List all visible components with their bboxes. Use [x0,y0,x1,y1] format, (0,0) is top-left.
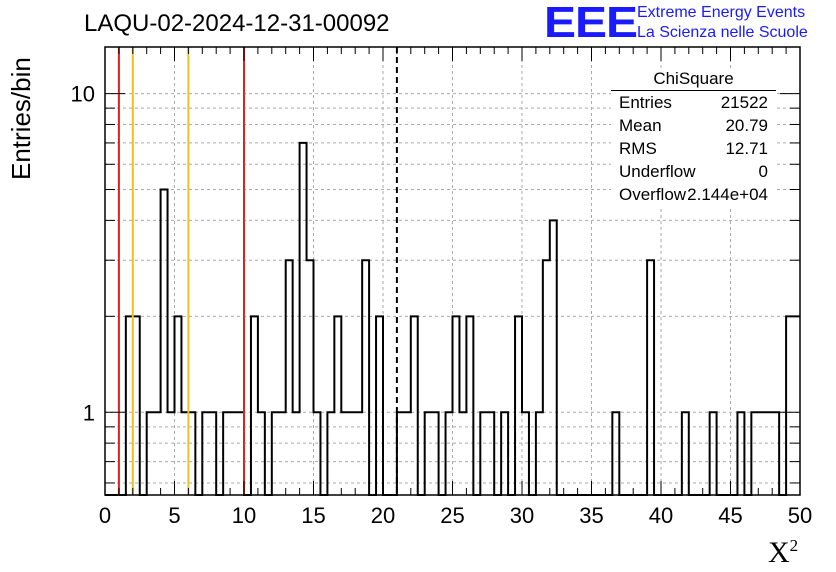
histogram-bin [453,316,460,495]
histogram-bin [647,260,654,495]
histogram-bin [543,260,550,495]
stats-key: RMS [619,139,657,158]
logo-line-2: La Scienza nelle Scuole [637,24,808,41]
logo-line-1: Extreme Energy Events [637,4,806,21]
histogram-bin [286,260,293,495]
x-tick-label: 20 [371,503,395,528]
stats-key: Mean [619,116,662,135]
eee-logo: EEE [544,0,638,48]
histogram-bin [175,316,182,495]
stats-value: 12.71 [725,139,768,158]
x-axis-label: X2 [768,536,798,570]
x-axis-label-exponent: 2 [789,536,799,555]
x-axis-ticks: 0 5 10 15 20 25 30 35 40 45 50 [99,47,812,528]
x-axis-label-symbol: X [768,536,790,569]
stats-row: Overflow 2.144e+04 [611,183,776,206]
histogram-bin [362,260,369,495]
x-tick-label: 50 [788,503,812,528]
x-tick-label: 10 [232,503,256,528]
x-tick-label: 5 [168,503,180,528]
y-axis-ticks: 1 10 [71,82,800,484]
stats-key: Overflow [619,185,687,204]
stats-value: 2.144e+04 [687,185,768,204]
run-title: LAQU-02-2024-12-31-00092 [84,10,390,37]
histogram-bin [786,316,793,495]
histogram-bin [133,316,140,495]
stats-row: RMS 12.71 [611,137,776,160]
x-tick-label: 30 [510,503,534,528]
x-tick-label: 40 [649,503,673,528]
histogram-bin [550,220,557,495]
y-tick-label: 1 [83,400,95,425]
x-tick-label: 0 [99,503,111,528]
stats-value: 20.79 [725,116,768,135]
x-tick-label: 25 [440,503,464,528]
histogram-bin [307,260,314,495]
x-tick-label: 35 [579,503,603,528]
stats-row: Entries 21522 [611,91,776,114]
histogram-bin [300,143,307,495]
histogram-bin [161,190,168,495]
histogram-bin [126,316,133,495]
stats-title: ChiSquare [611,68,776,91]
histogram-bin [411,316,418,495]
y-axis-label: Entries/bin [6,57,36,180]
stats-box: ChiSquare Entries 21522 Mean 20.79 RMS 12.7… [611,68,776,206]
grid-lines [105,47,800,495]
histogram-bin [251,316,258,495]
histogram-bin [515,316,522,495]
y-tick-label: 10 [71,82,95,107]
stats-key: Entries [619,93,672,112]
histogram-bin [793,316,800,495]
x-tick-label: 15 [301,503,325,528]
reference-lines [117,47,398,495]
x-tick-label: 45 [718,503,742,528]
stats-key: Underflow [619,162,696,181]
histogram-bin [376,316,383,495]
stats-row: Mean 20.79 [611,114,776,137]
histogram-bin [334,316,341,495]
stats-row: Underflow 0 [611,160,776,183]
histogram-bin [466,316,473,495]
stats-value: 21522 [720,93,768,112]
stats-value: 0 [758,162,768,181]
